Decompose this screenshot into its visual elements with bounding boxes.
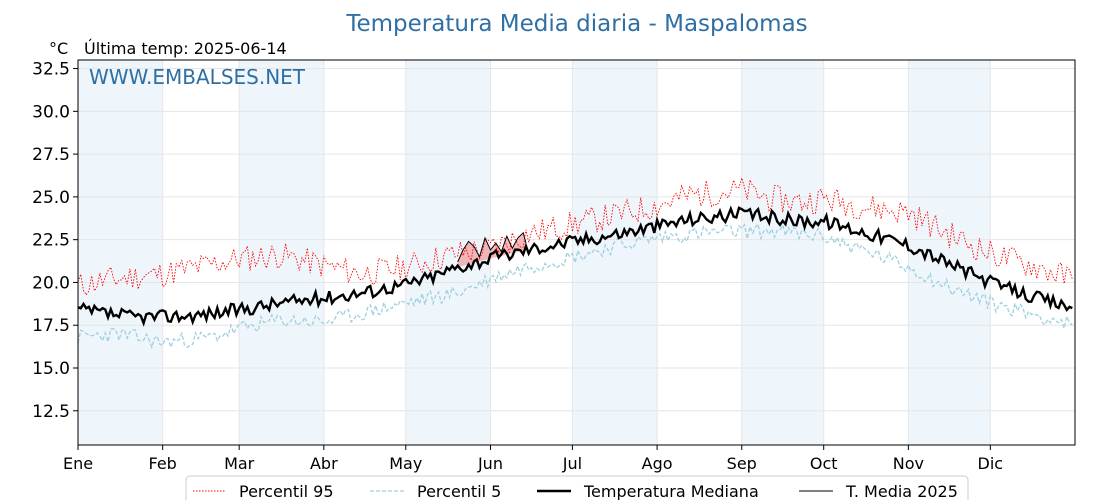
last-temp-label: Última temp: 2025-06-14	[84, 39, 287, 58]
legend-label-median: Temperatura Mediana	[583, 482, 759, 500]
x-tick-label: Ene	[63, 454, 93, 473]
x-tick-label: Oct	[810, 454, 838, 473]
x-tick-label: May	[389, 454, 422, 473]
alternate-month-bands	[78, 60, 991, 445]
plot-frame	[77, 59, 1076, 446]
x-tick-label: Abr	[310, 454, 338, 473]
series-line-percentil-95	[77, 176, 1073, 296]
series-line-percentil-5	[77, 222, 1073, 350]
y-tick-label: 22.5	[32, 231, 70, 251]
month-band	[78, 60, 163, 445]
legend-label-p95: Percentil 95	[239, 482, 334, 500]
x-tick-label: Dic	[978, 454, 1004, 473]
x-axis: Ene Feb Mar Abr May Jun Jul Ago Sep Oct Nov Dic	[63, 445, 1003, 473]
x-tick-label: Nov	[893, 454, 924, 473]
month-band	[741, 60, 824, 445]
series-line-t-media-2025	[457, 231, 527, 263]
x-tick-label: Mar	[224, 454, 255, 473]
y-tick-label: 20.0	[32, 273, 70, 293]
series-lines	[77, 176, 1073, 350]
y-axis: 12.5 15.0 17.5 20.0 22.5 25.0 27.5 30.0 32.5	[32, 60, 78, 422]
month-band	[239, 60, 324, 445]
month-band	[572, 60, 658, 445]
legend: Percentil 95 Percentil 5 Temperatura Med…	[185, 475, 969, 500]
unit-label: °C	[49, 39, 68, 58]
x-tick-label: Sep	[727, 454, 757, 473]
legend-label-p5: Percentil 5	[417, 482, 501, 500]
x-tick-label: Jul	[562, 454, 582, 473]
y-tick-label: 15.0	[32, 359, 70, 379]
y-tick-label: 17.5	[32, 316, 70, 336]
legend-box	[185, 475, 969, 500]
y-tick-label: 12.5	[32, 402, 70, 422]
watermark: WWW.EMBALSES.NET	[89, 65, 306, 89]
x-tick-label: Jun	[477, 454, 503, 473]
x-tick-label: Feb	[149, 454, 177, 473]
y-tick-label: 32.5	[32, 60, 70, 80]
y-tick-label: 27.5	[32, 145, 70, 165]
x-tick-label: Ago	[642, 454, 673, 473]
y-tick-label: 30.0	[32, 102, 70, 122]
chart-title: Temperatura Media diaria - Maspalomas	[345, 11, 807, 37]
y-tick-label: 25.0	[32, 188, 70, 208]
legend-label-current: T. Media 2025	[845, 482, 958, 500]
grid-lines	[77, 60, 1075, 445]
series-line-temperatura-mediana	[77, 205, 1073, 327]
